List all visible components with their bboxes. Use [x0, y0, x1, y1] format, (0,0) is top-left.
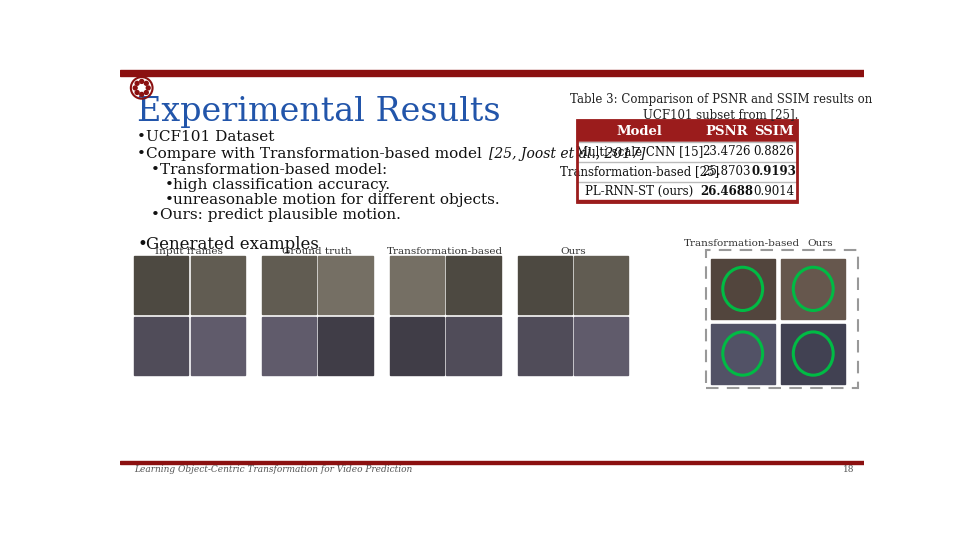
Text: unreasonable motion for different objects.: unreasonable motion for different object…	[173, 193, 499, 207]
Text: Ours: predict plausible motion.: Ours: predict plausible motion.	[160, 208, 401, 222]
Bar	[190, 256, 245, 314]
Text: •: •	[137, 236, 147, 253]
Text: high classification accuracy.: high classification accuracy.	[173, 178, 390, 192]
Bar	[134, 256, 188, 314]
Text: Compare with Transformation-based model: Compare with Transformation-based model	[146, 147, 487, 161]
Circle shape	[133, 86, 137, 90]
Text: Input frames: Input frames	[156, 247, 224, 255]
Circle shape	[146, 86, 150, 90]
Text: Transformation-based [25]: Transformation-based [25]	[560, 165, 719, 178]
Text: Transformation-based: Transformation-based	[684, 239, 800, 248]
Circle shape	[135, 82, 139, 85]
Bar	[577, 182, 797, 202]
Bar	[577, 142, 797, 162]
Bar	[446, 256, 500, 314]
Bar	[577, 141, 797, 142]
Text: 23.4726: 23.4726	[702, 145, 751, 158]
Text: Table 3: Comparison of PSNR and SSIM results on
UCF101 subset from [25].: Table 3: Comparison of PSNR and SSIM res…	[569, 93, 872, 122]
Bar	[262, 256, 316, 314]
Bar	[577, 120, 797, 202]
Text: Ground truth: Ground truth	[282, 247, 352, 255]
Bar	[706, 249, 858, 388]
Text: Transformation-based model:: Transformation-based model:	[160, 164, 388, 177]
Bar	[190, 318, 245, 375]
Text: PL-RNN-ST (ours): PL-RNN-ST (ours)	[586, 185, 693, 198]
Bar	[319, 318, 372, 375]
Bar	[390, 318, 444, 375]
Bar	[390, 256, 444, 314]
Text: Multi-scale CNN [15]: Multi-scale CNN [15]	[576, 145, 703, 158]
Text: •: •	[137, 147, 146, 161]
Bar	[781, 323, 846, 383]
Bar	[120, 70, 864, 76]
Bar	[710, 259, 775, 319]
Text: Ours: Ours	[561, 247, 586, 255]
Text: 0.9193: 0.9193	[752, 165, 797, 178]
Bar	[577, 120, 797, 142]
Text: Learning Object-Centric Transformation for Video Prediction: Learning Object-Centric Transformation f…	[134, 465, 412, 474]
Bar	[262, 318, 316, 375]
Text: Model: Model	[616, 125, 662, 138]
Circle shape	[140, 92, 144, 96]
Bar	[574, 256, 629, 314]
Text: 26.4688: 26.4688	[700, 185, 753, 198]
Bar	[781, 259, 846, 319]
Text: •: •	[165, 178, 174, 192]
Text: 25.8703: 25.8703	[702, 165, 751, 178]
Bar	[710, 323, 775, 383]
Bar	[517, 318, 572, 375]
Bar	[577, 162, 797, 182]
Bar	[446, 318, 500, 375]
Circle shape	[135, 91, 139, 94]
Text: •: •	[165, 193, 174, 207]
Bar	[319, 256, 372, 314]
Bar	[577, 181, 797, 182]
Text: [25, Joost et al., 2017]: [25, Joost et al., 2017]	[489, 147, 645, 161]
Bar	[120, 461, 864, 464]
Text: •: •	[151, 208, 160, 222]
Text: Transformation-based: Transformation-based	[387, 247, 503, 255]
Circle shape	[144, 82, 148, 85]
Bar	[574, 318, 629, 375]
Text: Experimental Results: Experimental Results	[137, 96, 501, 127]
Text: SSIM: SSIM	[755, 125, 794, 138]
Text: UCF101 Dataset: UCF101 Dataset	[146, 130, 275, 144]
Bar	[517, 256, 572, 314]
Circle shape	[144, 91, 148, 94]
Text: Generated examples: Generated examples	[146, 236, 320, 253]
Text: 18: 18	[843, 465, 854, 474]
Bar	[577, 200, 797, 202]
Bar	[134, 318, 188, 375]
Bar	[577, 161, 797, 162]
Text: 0.8826: 0.8826	[754, 145, 795, 158]
Circle shape	[140, 79, 144, 83]
Text: PSNR: PSNR	[706, 125, 748, 138]
Text: •: •	[151, 164, 160, 177]
Text: •: •	[137, 130, 146, 144]
Text: 0.9014: 0.9014	[754, 185, 795, 198]
Text: Ours: Ours	[807, 239, 833, 248]
